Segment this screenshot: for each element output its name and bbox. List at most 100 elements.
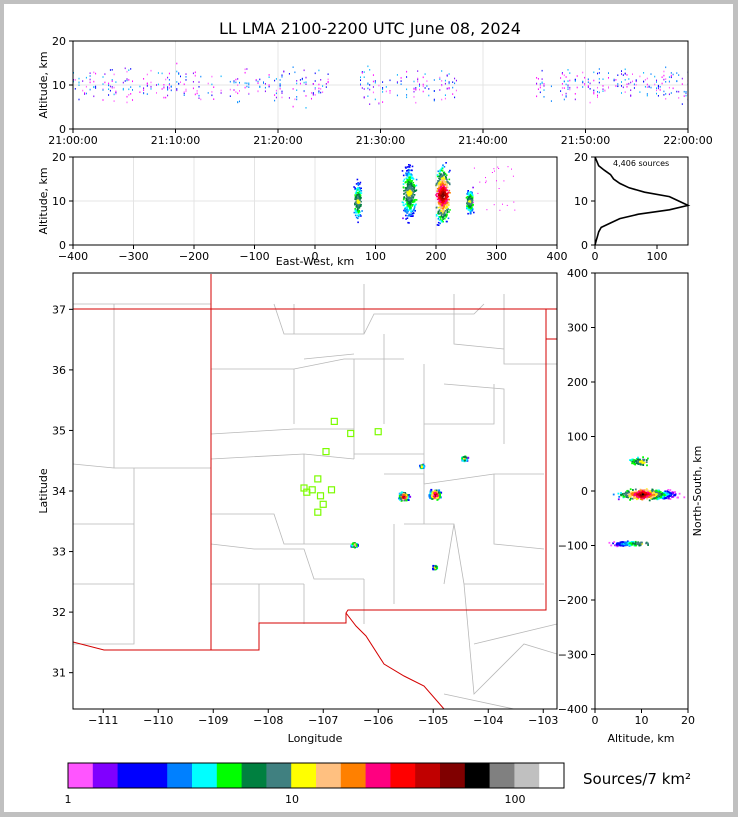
time-height-source (292, 66, 294, 68)
east-west-source (357, 197, 359, 200)
east-west-source (410, 213, 412, 215)
north-south-source (642, 456, 644, 459)
east-west-source (407, 173, 410, 176)
time-height-source (257, 80, 259, 83)
east-west-source (439, 187, 441, 189)
time-height-source (448, 82, 450, 85)
longitude-tick: −105 (418, 714, 448, 727)
time-height-source (670, 74, 672, 77)
plan-view-source (463, 459, 466, 462)
east-west-source (471, 209, 474, 212)
east-west-source (360, 203, 362, 206)
time-height-source (163, 86, 165, 89)
north-south-source (635, 462, 638, 465)
histogram-source-count: 4,406 sources (613, 159, 669, 168)
time-height-source (621, 81, 622, 83)
east-west-source (440, 220, 443, 223)
east-west-source (405, 167, 407, 169)
time-height-source (283, 70, 285, 73)
east-west-xtick: 100 (365, 250, 386, 263)
time-height-source (185, 90, 187, 92)
time-height-source (194, 71, 196, 74)
time-height-source (113, 73, 115, 76)
east-west-source (441, 182, 444, 184)
time-height-source (93, 86, 95, 88)
east-west-source (470, 192, 472, 194)
time-height-source (124, 80, 126, 82)
time-height-source (624, 68, 626, 71)
plan-view-ticks: −111 −110 −109 −108 −107 −106 −105 −104 −103 31 32… (52, 303, 558, 727)
longitude-tick: −107 (308, 714, 338, 727)
east-west-source (415, 203, 417, 206)
east-west-source (359, 197, 361, 199)
plan-view-source (432, 491, 435, 494)
east-west-source (447, 201, 450, 204)
east-west-source (438, 180, 440, 182)
north-south-source (630, 543, 633, 545)
lma-station-marker (314, 475, 322, 483)
plan-view-source (467, 456, 470, 459)
north-south-source (648, 496, 651, 498)
north-south-source (630, 541, 633, 543)
east-west-source (443, 166, 446, 168)
east-west-source (447, 182, 450, 184)
east-west-source (440, 183, 443, 185)
north-south-source (651, 495, 654, 498)
time-height-source (536, 77, 538, 79)
east-west-source (445, 189, 448, 191)
east-west-source (412, 200, 415, 203)
time-height-source (102, 76, 104, 78)
time-height-source (589, 88, 591, 90)
histogram-ytick: 10 (574, 195, 588, 208)
time-height-source (676, 80, 678, 83)
time-height-source (369, 103, 371, 105)
east-west-source (442, 173, 445, 175)
east-west-source (442, 164, 444, 166)
time-height-source (428, 94, 430, 97)
east-west-source (415, 178, 418, 181)
histogram-ytick: 20 (574, 151, 588, 164)
east-west-source (444, 195, 447, 198)
east-west-source (441, 203, 443, 205)
colorbar-cell (514, 763, 540, 788)
time-height-source (628, 78, 630, 80)
north-south-source (633, 495, 636, 498)
time-height-source (598, 78, 600, 80)
east-west-source (442, 184, 444, 186)
north-south-source (649, 493, 652, 495)
east-west-source (408, 168, 410, 171)
east-west-source (448, 189, 451, 192)
east-west-source (408, 192, 410, 194)
east-west-source (444, 190, 447, 192)
time-height-source (598, 72, 600, 74)
time-height-source (635, 80, 637, 83)
time-height-source (670, 76, 672, 79)
east-west-source (446, 214, 448, 217)
time-height-source (183, 94, 185, 96)
east-west-source (466, 193, 468, 195)
time-height-source (268, 84, 270, 86)
time-height-source (207, 92, 209, 94)
histogram-ytick: 0 (581, 239, 588, 252)
time-height-source (419, 88, 420, 91)
time-height-source (367, 87, 369, 90)
time-height-source (180, 75, 181, 78)
north-south-source (625, 541, 628, 544)
plan-view-source (404, 496, 407, 499)
east-west-source (444, 203, 446, 206)
east-west-source (406, 195, 408, 197)
north-south-source (648, 499, 651, 502)
time-height-source (314, 72, 316, 75)
east-west-source (410, 184, 413, 187)
time-height-source (646, 77, 648, 80)
time-height-source (587, 81, 589, 83)
time-height-source (320, 91, 322, 94)
north-south-source (628, 544, 631, 546)
east-west-source (444, 214, 447, 217)
east-west-source (358, 201, 361, 203)
lma-station-marker (319, 500, 327, 508)
time-height-source (657, 84, 659, 87)
east-west-source (408, 222, 410, 224)
north-south-source (657, 495, 659, 497)
time-height-source (543, 83, 545, 85)
